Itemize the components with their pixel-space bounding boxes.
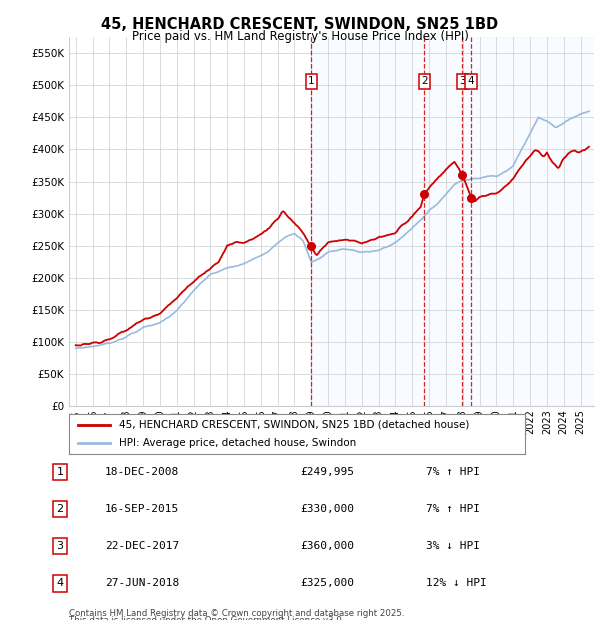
- Text: 45, HENCHARD CRESCENT, SWINDON, SN25 1BD (detached house): 45, HENCHARD CRESCENT, SWINDON, SN25 1BD…: [119, 420, 470, 430]
- Text: 3: 3: [56, 541, 64, 551]
- Text: This data is licensed under the Open Government Licence v3.0.: This data is licensed under the Open Gov…: [69, 616, 344, 620]
- Text: £360,000: £360,000: [300, 541, 354, 551]
- Text: 27-JUN-2018: 27-JUN-2018: [105, 578, 179, 588]
- Text: £330,000: £330,000: [300, 504, 354, 514]
- Text: 45, HENCHARD CRESCENT, SWINDON, SN25 1BD: 45, HENCHARD CRESCENT, SWINDON, SN25 1BD: [101, 17, 499, 32]
- Text: 4: 4: [467, 76, 475, 86]
- Text: 7% ↑ HPI: 7% ↑ HPI: [426, 504, 480, 514]
- Text: 3% ↓ HPI: 3% ↓ HPI: [426, 541, 480, 551]
- Bar: [311, 37, 600, 406]
- Text: £325,000: £325,000: [300, 578, 354, 588]
- Text: £249,995: £249,995: [300, 467, 354, 477]
- Text: Price paid vs. HM Land Registry's House Price Index (HPI): Price paid vs. HM Land Registry's House …: [131, 30, 469, 43]
- Text: 22-DEC-2017: 22-DEC-2017: [105, 541, 179, 551]
- Text: 4: 4: [56, 578, 64, 588]
- Text: 1: 1: [56, 467, 64, 477]
- Text: 7% ↑ HPI: 7% ↑ HPI: [426, 467, 480, 477]
- Text: 3: 3: [459, 76, 466, 86]
- Text: 16-SEP-2015: 16-SEP-2015: [105, 504, 179, 514]
- Text: 2: 2: [56, 504, 64, 514]
- Text: 2: 2: [421, 76, 428, 86]
- Text: 1: 1: [308, 76, 314, 86]
- Text: 12% ↓ HPI: 12% ↓ HPI: [426, 578, 487, 588]
- Text: 18-DEC-2008: 18-DEC-2008: [105, 467, 179, 477]
- Text: HPI: Average price, detached house, Swindon: HPI: Average price, detached house, Swin…: [119, 438, 356, 448]
- Text: Contains HM Land Registry data © Crown copyright and database right 2025.: Contains HM Land Registry data © Crown c…: [69, 609, 404, 618]
